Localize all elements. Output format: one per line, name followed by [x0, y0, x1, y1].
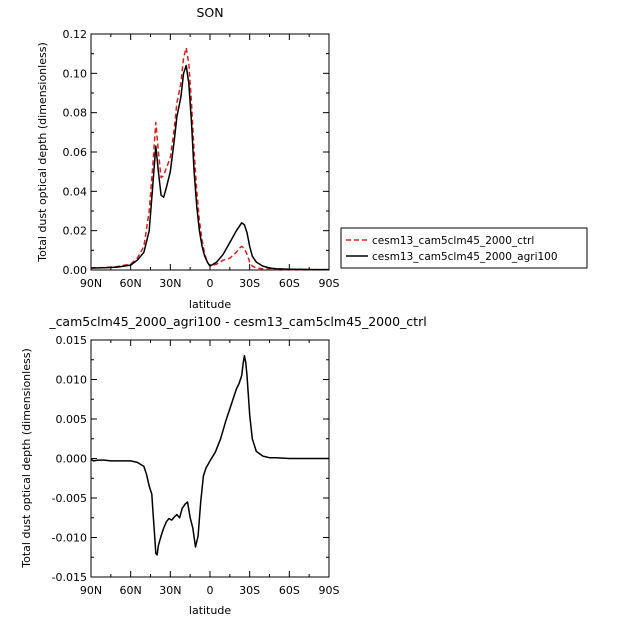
bottom-y-tick-label: 0.010 — [56, 374, 88, 387]
top-x-tick-label: 0 — [207, 277, 214, 290]
bottom-y-axis-label: Total dust optical depth (dimensionless) — [20, 348, 33, 568]
top-y-tick-label: 0.12 — [63, 28, 88, 41]
bottom-y-tick-label: -0.015 — [52, 571, 87, 584]
bottom-y-tick-label: -0.010 — [52, 532, 87, 545]
bottom-x-tick-label: 90N — [80, 584, 102, 597]
top-series-line-0 — [90, 47, 329, 271]
bottom-series-line-0 — [90, 355, 329, 556]
top-y-tick-label: 0.02 — [63, 225, 88, 238]
top-x-axis-label: latitude — [189, 298, 231, 311]
top-y-tick-label: 0.08 — [63, 107, 88, 120]
top-x-tick-label: 30N — [159, 277, 181, 290]
top-y-tick-label: 0.00 — [63, 264, 88, 277]
top-series-line-1 — [90, 64, 329, 271]
top-x-tick-label: 90N — [80, 277, 102, 290]
top-x-tick-label: 60S — [279, 277, 300, 290]
bottom-title: _cam5clm45_2000_agri100 - cesm13_cam5clm… — [48, 314, 426, 329]
legend-label-agri100: cesm13_cam5clm45_2000_agri100 — [372, 251, 558, 263]
top-y-ticks: 0.00 0.02 0.04 0.06 0.08 0.10 0.12 — [63, 28, 329, 277]
bottom-y-tick-label: 0.005 — [56, 413, 88, 426]
top-y-tick-label: 0.04 — [63, 185, 88, 198]
bottom-x-tick-label: 60N — [120, 584, 142, 597]
bottom-y-tick-label: 0.000 — [56, 453, 88, 466]
top-x-tick-label: 30S — [239, 277, 260, 290]
bottom-x-ticks: 90N 60N 30N 0 30S 60S 90S — [80, 340, 340, 597]
top-x-tick-label: 90S — [319, 277, 340, 290]
legend: cesm13_cam5clm45_2000_ctrl cesm13_cam5cl… — [340, 227, 588, 269]
top-plot-frame — [90, 33, 330, 271]
bottom-x-tick-label: 30S — [239, 584, 260, 597]
top-y-axis-label: Total dust optical depth (dimensionless) — [36, 42, 49, 262]
bottom-x-tick-label: 60S — [279, 584, 300, 597]
top-y-tick-label: 0.10 — [63, 67, 88, 80]
legend-label-ctrl: cesm13_cam5clm45_2000_ctrl — [372, 235, 534, 247]
bottom-y-tick-label: -0.005 — [52, 492, 87, 505]
bottom-series-lines — [90, 355, 329, 556]
bottom-x-axis-label: latitude — [189, 604, 231, 617]
legend-box — [340, 227, 588, 269]
top-panel: SON 0.00 0.02 0.04 0.06 0.08 0.10 0.12 90N 60N 3… — [36, 5, 340, 311]
top-title: SON — [196, 5, 223, 20]
top-x-tick-label: 60N — [120, 277, 142, 290]
bottom-x-tick-label: 90S — [319, 584, 340, 597]
bottom-x-tick-label: 30N — [159, 584, 181, 597]
bottom-y-ticks: -0.015 -0.010 -0.005 0.000 0.005 0.010 0.015 — [52, 334, 329, 584]
bottom-panel: _cam5clm45_2000_agri100 - cesm13_cam5clm… — [20, 314, 427, 617]
top-series-lines — [90, 47, 329, 271]
top-y-tick-label: 0.06 — [63, 146, 88, 159]
bottom-y-tick-label: 0.015 — [56, 334, 88, 347]
bottom-x-tick-label: 0 — [207, 584, 214, 597]
top-x-ticks: 90N 60N 30N 0 30S 60S 90S — [80, 34, 340, 290]
